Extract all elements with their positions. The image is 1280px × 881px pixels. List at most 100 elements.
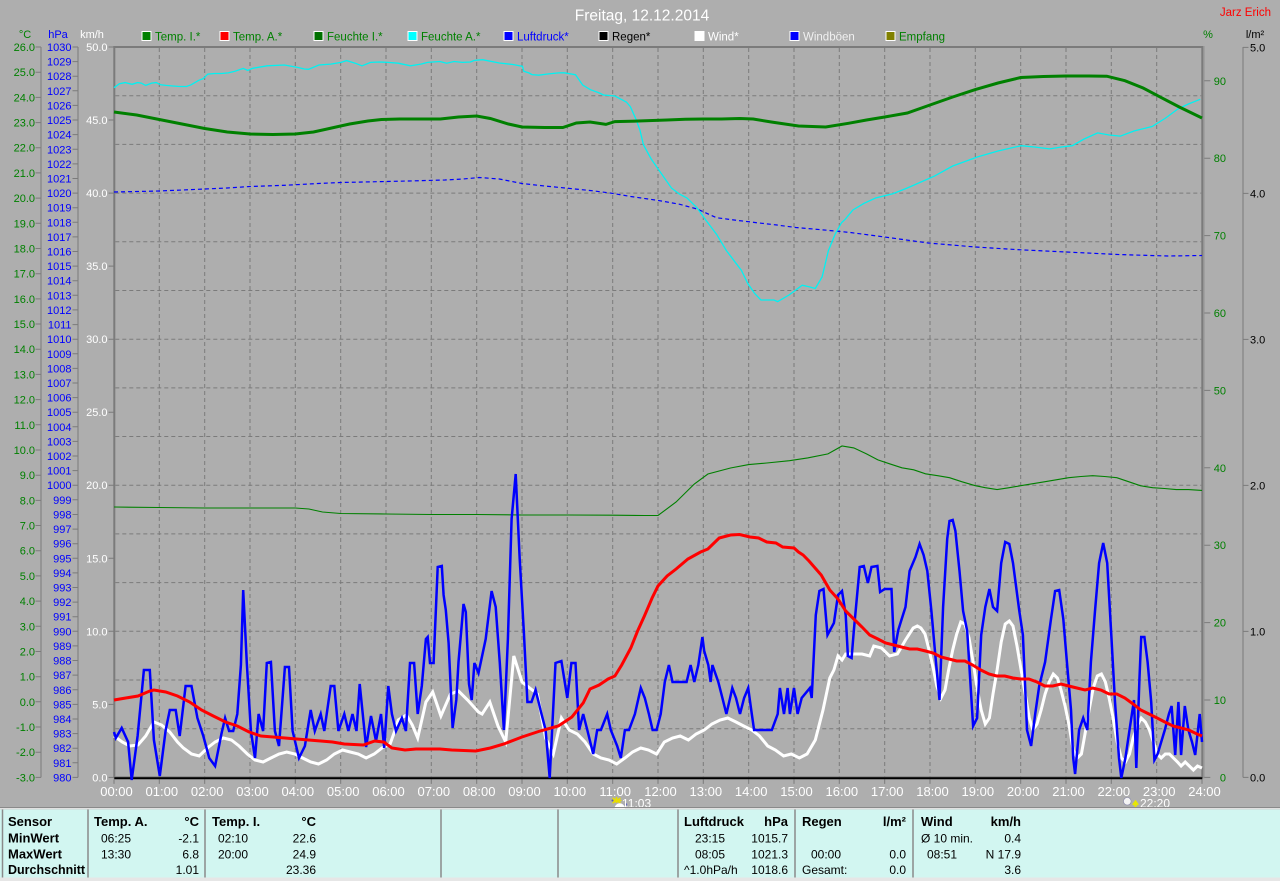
svg-text:985: 985 [53, 699, 71, 711]
svg-text:Luftdruck: Luftdruck [684, 814, 745, 829]
svg-text:10.0: 10.0 [14, 445, 35, 457]
svg-text:23:15: 23:15 [695, 832, 725, 846]
svg-text:981: 981 [53, 758, 71, 770]
svg-text:982: 982 [53, 743, 71, 755]
svg-text:14.0: 14.0 [14, 344, 35, 356]
svg-text:1002: 1002 [47, 451, 71, 463]
svg-text:50: 50 [1214, 385, 1226, 397]
svg-text:1010: 1010 [47, 334, 71, 346]
svg-text:-3.0: -3.0 [16, 772, 35, 784]
svg-text:Jarz Erich: Jarz Erich [1220, 7, 1271, 19]
svg-text:1030: 1030 [47, 42, 71, 54]
svg-text:3.0: 3.0 [20, 621, 35, 633]
svg-text:23.0: 23.0 [14, 118, 35, 130]
svg-text:1009: 1009 [47, 349, 71, 361]
svg-text:Regen: Regen [802, 814, 842, 829]
svg-text:70: 70 [1214, 231, 1226, 243]
svg-text:993: 993 [53, 583, 71, 595]
svg-text:1005: 1005 [47, 407, 71, 419]
svg-text:16.0: 16.0 [14, 294, 35, 306]
svg-text:4.0: 4.0 [1250, 188, 1265, 200]
svg-text:15.0: 15.0 [14, 319, 35, 331]
svg-text:Temp. A.*: Temp. A.* [233, 32, 283, 44]
svg-text:22.6: 22.6 [293, 832, 317, 846]
svg-text:Wind: Wind [921, 814, 953, 829]
svg-text:0.0: 0.0 [20, 697, 35, 709]
svg-text:00:00: 00:00 [100, 784, 133, 799]
svg-text:40: 40 [1214, 463, 1226, 475]
svg-text:5.0: 5.0 [92, 699, 107, 711]
svg-text:22.0: 22.0 [14, 143, 35, 155]
svg-text:06:25: 06:25 [101, 832, 131, 846]
svg-text:l/m²: l/m² [883, 814, 907, 829]
svg-text:14:00: 14:00 [735, 784, 768, 799]
svg-text:Feuchte A.*: Feuchte A.* [421, 32, 481, 44]
svg-text:09:00: 09:00 [508, 784, 541, 799]
svg-text:Empfang: Empfang [899, 32, 945, 44]
svg-text:17:00: 17:00 [871, 784, 904, 799]
svg-text:20: 20 [1214, 618, 1226, 630]
svg-text:Freitag, 12.12.2014: Freitag, 12.12.2014 [575, 8, 710, 25]
svg-text:1025: 1025 [47, 115, 71, 127]
svg-text:994: 994 [53, 568, 71, 580]
svg-text:60: 60 [1214, 308, 1226, 320]
svg-text:35.0: 35.0 [86, 261, 107, 273]
svg-text:25.0: 25.0 [14, 67, 35, 79]
svg-text:02:00: 02:00 [191, 784, 224, 799]
svg-text:40.0: 40.0 [86, 188, 107, 200]
svg-text:06:00: 06:00 [372, 784, 405, 799]
svg-text:16:00: 16:00 [826, 784, 859, 799]
svg-text:0.0: 0.0 [92, 772, 107, 784]
svg-text:24.0: 24.0 [14, 92, 35, 104]
svg-text:-1.0: -1.0 [16, 722, 35, 734]
svg-text:18.0: 18.0 [14, 244, 35, 256]
svg-text:08:00: 08:00 [463, 784, 496, 799]
svg-text:23.36: 23.36 [286, 863, 316, 877]
svg-text:80: 80 [1214, 153, 1226, 165]
svg-text:0: 0 [1220, 772, 1226, 784]
svg-text:°C: °C [184, 814, 199, 829]
svg-text:1024: 1024 [47, 130, 71, 142]
svg-text:13:00: 13:00 [690, 784, 723, 799]
svg-text:12:00: 12:00 [644, 784, 677, 799]
svg-text:20:00: 20:00 [1007, 784, 1040, 799]
svg-text:24:00: 24:00 [1188, 784, 1221, 799]
svg-text:08:51: 08:51 [927, 848, 957, 862]
svg-text:0.0: 0.0 [1250, 772, 1265, 784]
svg-text:hPa: hPa [48, 29, 68, 41]
svg-text:03:00: 03:00 [236, 784, 269, 799]
svg-text:07:00: 07:00 [418, 784, 451, 799]
svg-text:Windböen: Windböen [803, 32, 855, 44]
svg-text:2.0: 2.0 [1250, 480, 1265, 492]
svg-text:1007: 1007 [47, 378, 71, 390]
svg-text:1016: 1016 [47, 247, 71, 259]
svg-text:20:00: 20:00 [218, 848, 248, 862]
svg-text:988: 988 [53, 656, 71, 668]
svg-text:^1.0hPa/h: ^1.0hPa/h [684, 863, 738, 877]
svg-text:23:00: 23:00 [1143, 784, 1176, 799]
svg-text:25.0: 25.0 [86, 407, 107, 419]
svg-text:21.0: 21.0 [14, 168, 35, 180]
svg-text:-2.1: -2.1 [178, 832, 199, 846]
svg-text:°C: °C [301, 814, 316, 829]
svg-text:20.0: 20.0 [86, 480, 107, 492]
svg-text:1000: 1000 [47, 480, 71, 492]
svg-text:1011: 1011 [48, 320, 72, 332]
svg-text:1.01: 1.01 [176, 863, 200, 877]
svg-text:24.9: 24.9 [293, 848, 317, 862]
svg-text:986: 986 [53, 685, 71, 697]
svg-text:19:00: 19:00 [962, 784, 995, 799]
svg-text:Sensor: Sensor [8, 814, 52, 829]
svg-text:990: 990 [53, 626, 71, 638]
svg-text:Wind*: Wind* [708, 32, 739, 44]
svg-text:10: 10 [1214, 695, 1226, 707]
svg-text:08:05: 08:05 [695, 848, 725, 862]
svg-text:5.0: 5.0 [1250, 42, 1265, 54]
svg-text:30: 30 [1214, 540, 1226, 552]
svg-text:Luftdruck*: Luftdruck* [517, 32, 569, 44]
svg-text:18:00: 18:00 [916, 784, 949, 799]
svg-text:1028: 1028 [47, 71, 71, 83]
svg-text:Temp. I.*: Temp. I.* [155, 32, 201, 44]
svg-text:1018: 1018 [47, 217, 71, 229]
svg-text:Gesamt:: Gesamt: [802, 863, 847, 877]
